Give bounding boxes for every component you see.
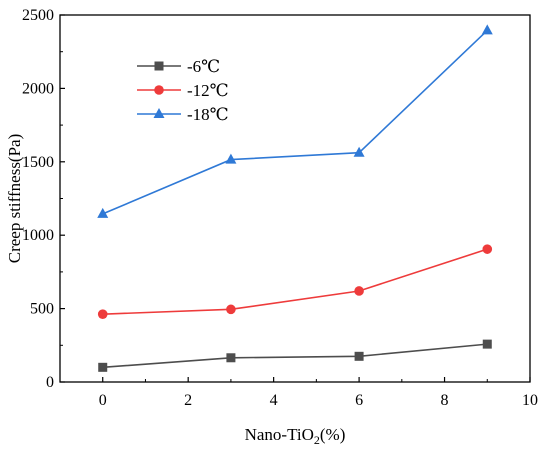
legend-marker bbox=[154, 61, 164, 71]
legend-marker bbox=[153, 108, 165, 118]
legend: -6℃ -12℃ -18℃ bbox=[137, 57, 229, 124]
series-line bbox=[102, 343, 488, 369]
y-tick-label: 0 bbox=[46, 374, 54, 391]
series-line bbox=[102, 248, 488, 315]
data-point bbox=[353, 146, 365, 157]
data-point bbox=[97, 309, 108, 319]
x-tick-label: 0 bbox=[99, 392, 107, 409]
data-point bbox=[481, 24, 493, 35]
y-tick-label: 2500 bbox=[22, 7, 54, 24]
series-1 bbox=[97, 244, 493, 319]
legend-item: -18℃ bbox=[137, 105, 229, 124]
x-tick-label: 10 bbox=[522, 392, 538, 409]
x-axis-title: Nano-TiO2(%) bbox=[245, 425, 346, 447]
data-point bbox=[354, 351, 364, 361]
x-tick-label: 2 bbox=[184, 392, 192, 409]
x-tick-label: 8 bbox=[441, 392, 449, 409]
data-point bbox=[354, 286, 364, 296]
legend-item: -6℃ bbox=[137, 57, 220, 76]
series-0 bbox=[98, 339, 492, 372]
legend-label: -18℃ bbox=[187, 105, 229, 124]
y-tick-label: 2000 bbox=[22, 80, 54, 97]
x-tick-label: 4 bbox=[270, 392, 278, 409]
data-point bbox=[482, 244, 493, 254]
legend-label: -12℃ bbox=[187, 81, 229, 100]
series-2 bbox=[97, 24, 493, 218]
data-point bbox=[225, 153, 237, 164]
y-tick-label: 1500 bbox=[22, 154, 54, 171]
y-tick-label: 500 bbox=[30, 301, 54, 318]
plot-frame bbox=[59, 14, 531, 383]
x-tick-label: 6 bbox=[355, 392, 363, 409]
data-point bbox=[97, 207, 109, 218]
series-line bbox=[102, 29, 488, 215]
y-axis-title: Creep stiffness(Pa) bbox=[5, 134, 24, 264]
legend-marker bbox=[154, 85, 164, 95]
legend-label: -6℃ bbox=[187, 57, 220, 76]
data-point bbox=[226, 304, 236, 315]
axes: 0 2 4 6 8 10 0 500 1000 1500 2000 2500 bbox=[22, 7, 538, 409]
series-layer bbox=[97, 24, 493, 372]
legend-item: -12℃ bbox=[137, 81, 229, 100]
y-tick-label: 1000 bbox=[22, 227, 54, 244]
data-point bbox=[98, 362, 108, 372]
data-point bbox=[226, 353, 236, 363]
data-point bbox=[482, 339, 492, 349]
